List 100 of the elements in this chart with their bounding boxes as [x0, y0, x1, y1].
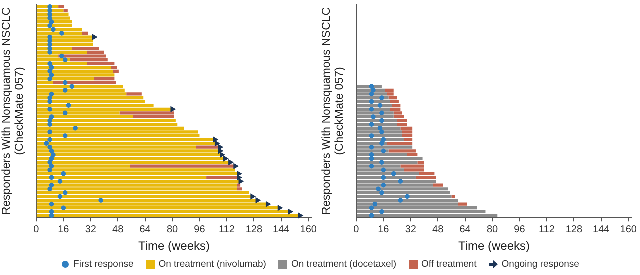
bar	[400, 164, 424, 168]
point	[49, 148, 54, 154]
point	[214, 140, 220, 146]
point	[380, 190, 384, 196]
x-tick-label: 80	[166, 224, 179, 236]
bar	[387, 142, 413, 146]
point	[60, 54, 64, 59]
bar	[356, 214, 498, 218]
x-tick-label: 96	[514, 224, 526, 236]
point	[213, 137, 218, 143]
point	[48, 4, 52, 10]
bar	[130, 164, 236, 168]
x-tick-label: 64	[460, 224, 472, 236]
point	[48, 12, 52, 17]
point	[369, 213, 374, 218]
bar	[397, 119, 408, 122]
bar	[356, 172, 420, 176]
point	[48, 186, 52, 192]
bar	[356, 180, 436, 184]
bar	[387, 92, 394, 96]
x-tick-label: 144	[593, 224, 610, 236]
point	[48, 168, 52, 173]
x-axis-title: Time (weeks)	[138, 239, 210, 254]
point	[49, 20, 54, 24]
point	[48, 96, 52, 100]
point	[51, 27, 56, 32]
bar	[36, 130, 198, 134]
point	[220, 152, 225, 158]
point	[48, 76, 52, 82]
bar	[36, 172, 239, 176]
point	[369, 206, 374, 211]
bar	[452, 195, 456, 198]
point	[371, 114, 376, 120]
point	[237, 174, 242, 180]
bar	[390, 108, 401, 111]
x-tick-label: 96	[194, 224, 206, 236]
bar	[458, 202, 468, 206]
point	[170, 106, 176, 112]
point	[380, 130, 384, 135]
point	[62, 110, 68, 116]
bar	[356, 188, 448, 191]
point	[49, 175, 54, 180]
bar	[36, 150, 220, 153]
bar	[126, 92, 142, 96]
point	[49, 182, 54, 188]
point	[48, 23, 52, 28]
legend-label: On treatment (docetaxel)	[291, 259, 397, 270]
point	[61, 206, 66, 211]
bar	[356, 138, 404, 142]
x-tick-label: 48	[432, 224, 444, 236]
point	[61, 172, 66, 176]
point	[266, 202, 271, 208]
point	[398, 198, 404, 203]
x-tick-label: 16	[58, 224, 70, 236]
bar	[237, 184, 241, 187]
point	[369, 144, 374, 150]
bar	[36, 88, 125, 92]
bar	[36, 119, 176, 122]
point	[49, 164, 54, 169]
x-tick-label: 64	[140, 224, 152, 236]
point	[49, 156, 54, 162]
point	[48, 50, 52, 55]
point	[369, 156, 374, 162]
point	[48, 61, 52, 66]
point	[372, 202, 378, 207]
bar	[36, 184, 238, 187]
point	[66, 103, 72, 108]
bar	[385, 88, 394, 92]
bar	[36, 168, 236, 172]
point	[48, 107, 52, 112]
point	[49, 65, 54, 70]
bar	[394, 115, 404, 119]
x-tick-label: 128	[566, 224, 583, 236]
point	[73, 126, 78, 131]
point	[256, 198, 261, 204]
point	[405, 194, 410, 200]
bar	[36, 70, 113, 73]
point	[49, 202, 54, 207]
legend-label: On treatment (nivolumab)	[158, 259, 266, 270]
point	[48, 69, 52, 74]
point	[234, 164, 239, 170]
bar	[390, 100, 399, 104]
bar	[392, 104, 401, 108]
point	[58, 194, 63, 200]
x-tick-label: 144	[273, 224, 290, 236]
point	[376, 186, 381, 192]
bar	[36, 153, 222, 157]
point	[51, 152, 56, 158]
y-axis-title: Responders With Nonsquamous NSCLC (CheckMate 057)	[320, 7, 346, 216]
point	[60, 31, 64, 36]
x-tick-label: 48	[112, 224, 124, 236]
point	[380, 210, 384, 214]
bar	[120, 112, 174, 115]
point	[62, 58, 68, 62]
y-axis-title: Responders With Nonsquamous NSCLC (CheckMate 057)	[0, 7, 26, 216]
point	[369, 84, 374, 90]
point	[70, 84, 75, 90]
bar	[58, 5, 65, 8]
legend-label: First response	[74, 259, 134, 270]
point	[49, 92, 54, 97]
